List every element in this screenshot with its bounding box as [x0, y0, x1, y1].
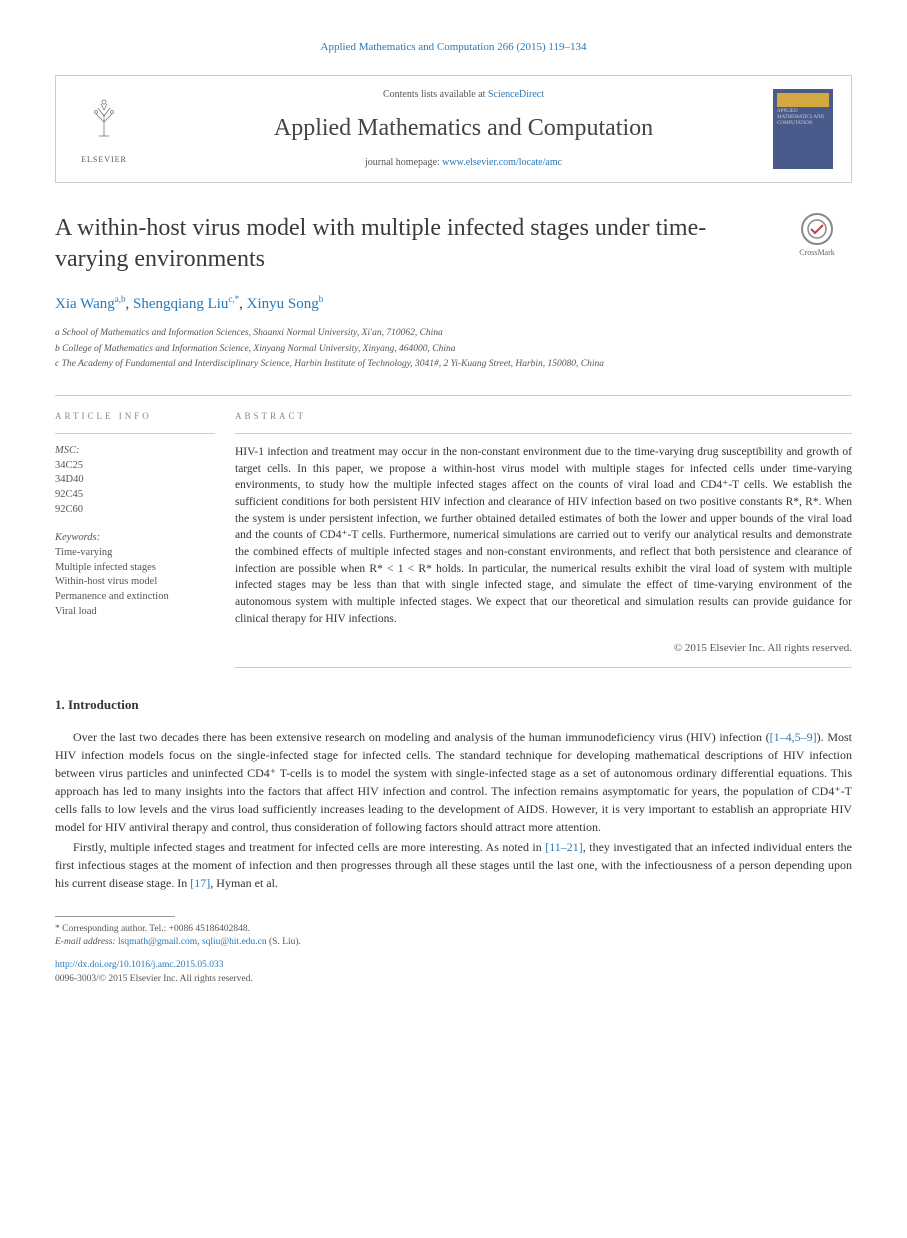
header-center: Contents lists available at ScienceDirec…: [154, 88, 773, 170]
msc-item: 92C45: [55, 488, 215, 503]
contents-available: Contents lists available at ScienceDirec…: [154, 88, 773, 102]
contents-prefix: Contents lists available at: [383, 89, 488, 100]
issn-copyright: 0096-3003/© 2015 Elsevier Inc. All right…: [55, 973, 852, 986]
author-2-corr: *: [235, 294, 240, 304]
msc-label: MSC:: [55, 444, 215, 459]
ref-1-4-5-9[interactable]: [1–4,5–9]: [770, 730, 817, 744]
p1-text-a: Over the last two decades there has been…: [73, 730, 770, 744]
affiliation-a: a School of Mathematics and Information …: [55, 327, 852, 340]
author-1[interactable]: Xia Wang: [55, 296, 115, 312]
email-1[interactable]: lsqmath@gmail.com: [118, 937, 197, 947]
affiliation-c: c The Academy of Fundamental and Interdi…: [55, 358, 852, 371]
affiliation-b: b College of Mathematics and Information…: [55, 343, 852, 356]
article-title: A within-host virus model with multiple …: [55, 213, 762, 275]
thumb-top-bar: [777, 93, 829, 107]
abstract-heading: ABSTRACT: [235, 410, 852, 423]
email-label: E-mail address:: [55, 937, 118, 947]
email-2[interactable]: sqliu@hit.edu.cn: [202, 937, 267, 947]
keyword-item: Time-varying: [55, 546, 215, 561]
ref-11-21[interactable]: [11–21]: [545, 840, 583, 854]
footnote-separator: [55, 916, 175, 917]
email-line: E-mail address: lsqmath@gmail.com, sqliu…: [55, 936, 852, 949]
abstract-divider: [235, 433, 852, 434]
journal-header-box: ELSEVIER Contents lists available at Sci…: [55, 75, 852, 183]
section-1-title: 1. Introduction: [55, 696, 852, 714]
doi-link[interactable]: http://dx.doi.org/10.1016/j.amc.2015.05.…: [55, 960, 223, 970]
elsevier-label: ELSEVIER: [81, 154, 127, 165]
journal-name: Applied Mathematics and Computation: [154, 112, 773, 146]
article-info-heading: ARTICLE INFO: [55, 410, 215, 423]
footnotes: * Corresponding author. Tel.: +0086 4518…: [55, 923, 852, 950]
citation-header: Applied Mathematics and Computation 266 …: [55, 40, 852, 55]
homepage-prefix: journal homepage:: [365, 157, 442, 168]
p2-text-c: , Hyman et al.: [210, 876, 278, 890]
abstract-column: ABSTRACT HIV-1 infection and treatment m…: [235, 410, 852, 667]
affiliations: a School of Mathematics and Information …: [55, 327, 852, 371]
intro-paragraph-1: Over the last two decades there has been…: [55, 728, 852, 836]
sciencedirect-link[interactable]: ScienceDirect: [488, 89, 544, 100]
abstract-text: HIV-1 infection and treatment may occur …: [235, 444, 852, 627]
thumb-text: APPLIED MATHEMATICS AND COMPUTATION: [777, 109, 829, 127]
intro-paragraph-2: Firstly, multiple infected stages and tr…: [55, 838, 852, 892]
info-divider-1: [55, 433, 215, 434]
authors-line: Xia Wanga,b, Shengqiang Liuc,*, Xinyu So…: [55, 293, 852, 315]
journal-cover-thumb: APPLIED MATHEMATICS AND COMPUTATION: [773, 89, 833, 169]
ref-17[interactable]: [17]: [190, 876, 210, 890]
corresponding-author-note: * Corresponding author. Tel.: +0086 4518…: [55, 923, 852, 936]
p1-text-b: ). Most HIV infection models focus on th…: [55, 730, 852, 834]
p2-text-a: Firstly, multiple infected stages and tr…: [73, 840, 545, 854]
author-2[interactable]: Shengqiang Liu: [133, 296, 228, 312]
crossmark-badge[interactable]: CrossMark: [782, 213, 852, 258]
msc-item: 34C25: [55, 459, 215, 474]
keyword-item: Permanence and extinction: [55, 590, 215, 605]
divider-top: [55, 395, 852, 396]
article-info-column: ARTICLE INFO MSC: 34C25 34D40 92C45 92C6…: [55, 410, 235, 667]
abstract-divider-bottom: [235, 667, 852, 668]
keywords-label: Keywords:: [55, 531, 215, 546]
author-1-aff: a,b: [115, 294, 126, 304]
doi-block: http://dx.doi.org/10.1016/j.amc.2015.05.…: [55, 959, 852, 986]
crossmark-label: CrossMark: [782, 247, 852, 258]
keyword-item: Multiple infected stages: [55, 561, 215, 576]
keyword-item: Within-host virus model: [55, 575, 215, 590]
abstract-copyright: © 2015 Elsevier Inc. All rights reserved…: [235, 641, 852, 656]
elsevier-logo: ELSEVIER: [74, 94, 134, 164]
keyword-item: Viral load: [55, 605, 215, 620]
homepage-link[interactable]: www.elsevier.com/locate/amc: [442, 157, 562, 168]
msc-item: 92C60: [55, 503, 215, 518]
journal-homepage: journal homepage: www.elsevier.com/locat…: [154, 156, 773, 170]
introduction-body: Over the last two decades there has been…: [55, 728, 852, 892]
crossmark-icon: [801, 213, 833, 245]
email-tail: (S. Liu).: [267, 937, 301, 947]
msc-item: 34D40: [55, 473, 215, 488]
author-3[interactable]: Xinyu Song: [247, 296, 319, 312]
author-3-aff: b: [319, 294, 324, 304]
elsevier-tree-icon: [81, 94, 127, 152]
